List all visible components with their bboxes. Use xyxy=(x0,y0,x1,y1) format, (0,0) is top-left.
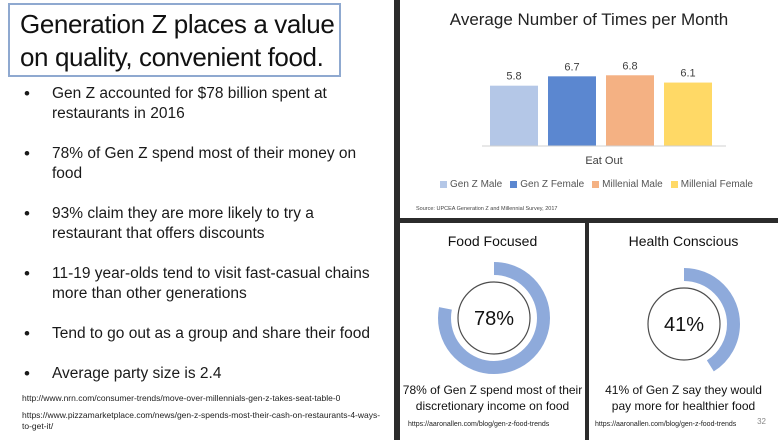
legend-label: Gen Z Female xyxy=(520,179,585,190)
panel-divider xyxy=(394,0,400,440)
bar-gen-z-female xyxy=(548,76,596,146)
donut-source[interactable]: https://aaronallen.com/blog/gen-z-food-t… xyxy=(595,421,737,428)
food-focused-panel: Food Focused 78% 78% of Gen Z spend most… xyxy=(400,223,585,440)
donut-arc xyxy=(628,268,740,380)
data-label: 6.7 xyxy=(564,61,579,73)
panel-divider xyxy=(400,218,778,223)
health-conscious-panel: Health Conscious 41% 41% of Gen Z say th… xyxy=(589,223,778,440)
legend-item-gen-z-female: Gen Z Female xyxy=(510,179,584,190)
chart-legend: Gen Z Male Gen Z Female Millenial Male Mill… xyxy=(440,179,770,190)
legend-label: Millenial Female xyxy=(680,179,753,190)
donut-value: 41% xyxy=(664,314,704,336)
donut-caption: 78% of Gen Z spend most of their discret… xyxy=(402,383,583,413)
bullet-list: Gen Z accounted for $78 billion spent at… xyxy=(22,84,382,384)
donut-value: 78% xyxy=(474,308,514,330)
bullet-item: Gen Z accounted for $78 billion spent at… xyxy=(22,84,382,124)
legend-swatch xyxy=(592,181,600,188)
donut-caption: 41% of Gen Z say they would pay more for… xyxy=(605,383,762,413)
donut-inner-ring xyxy=(457,281,531,355)
donut-title: Food Focused xyxy=(447,233,538,249)
bullet-item: 78% of Gen Z spend most of their money o… xyxy=(22,144,382,184)
bullet-item: Tend to go out as a group and share thei… xyxy=(22,324,382,344)
slide-title: Generation Z places a value on quality, … xyxy=(20,9,335,72)
donut-inner-ring xyxy=(647,287,721,361)
x-axis-label: Eat Out xyxy=(585,155,622,167)
data-label: 5.8 xyxy=(506,71,521,83)
health-conscious-donut: 41% xyxy=(628,268,740,380)
donut-arc xyxy=(438,262,550,374)
text-panel: Generation Z places a value on quality, … xyxy=(0,0,394,440)
legend-label: Gen Z Male xyxy=(450,179,503,190)
bullet-item: 93% claim they are more likely to try a … xyxy=(22,204,382,244)
legend-label: Millenial Male xyxy=(602,179,663,190)
bullet-item: Average party size is 2.4 xyxy=(22,364,382,384)
data-label: 6.1 xyxy=(680,68,695,80)
legend-item-millenial-male: Millenial Male xyxy=(592,179,663,190)
source-link[interactable]: http://www.nrn.com/consumer-trends/move-… xyxy=(22,393,341,403)
legend-swatch xyxy=(440,181,447,188)
chart-title: Average Number of Times per Month xyxy=(449,10,729,29)
food-focused-donut: 78% xyxy=(438,262,550,374)
legend-swatch xyxy=(510,181,518,188)
bar-chart-panel: Average Number of Times per Month 5.8 6.7… xyxy=(400,0,778,218)
source-link[interactable]: https://www.pizzamarketplace.com/news/ge… xyxy=(22,410,381,431)
legend-swatch xyxy=(670,181,678,188)
bar-gen-z-male xyxy=(490,85,538,146)
bar-millenial-female xyxy=(664,82,712,146)
bar-chart: 5.8 6.7 6.8 6.1 Eat Out xyxy=(482,60,726,167)
page-number: 32 xyxy=(757,417,766,426)
chart-source: Source: UPCEA Generation Z and Millennia… xyxy=(416,206,558,212)
data-label: 6.8 xyxy=(622,60,637,72)
legend-item-millenial-female: Millenial Female xyxy=(670,179,753,190)
legend-item-gen-z-male: Gen Z Male xyxy=(440,179,502,190)
slide-title-box: Generation Z places a value on quality, … xyxy=(8,3,341,77)
donut-title: Health Conscious xyxy=(628,233,739,249)
donut-source[interactable]: https://aaronallen.com/blog/gen-z-food-t… xyxy=(408,421,550,428)
bar-millenial-male xyxy=(606,75,654,146)
bullet-item: 11-19 year-olds tend to visit fast-casua… xyxy=(22,264,382,304)
panel-divider xyxy=(585,222,589,440)
